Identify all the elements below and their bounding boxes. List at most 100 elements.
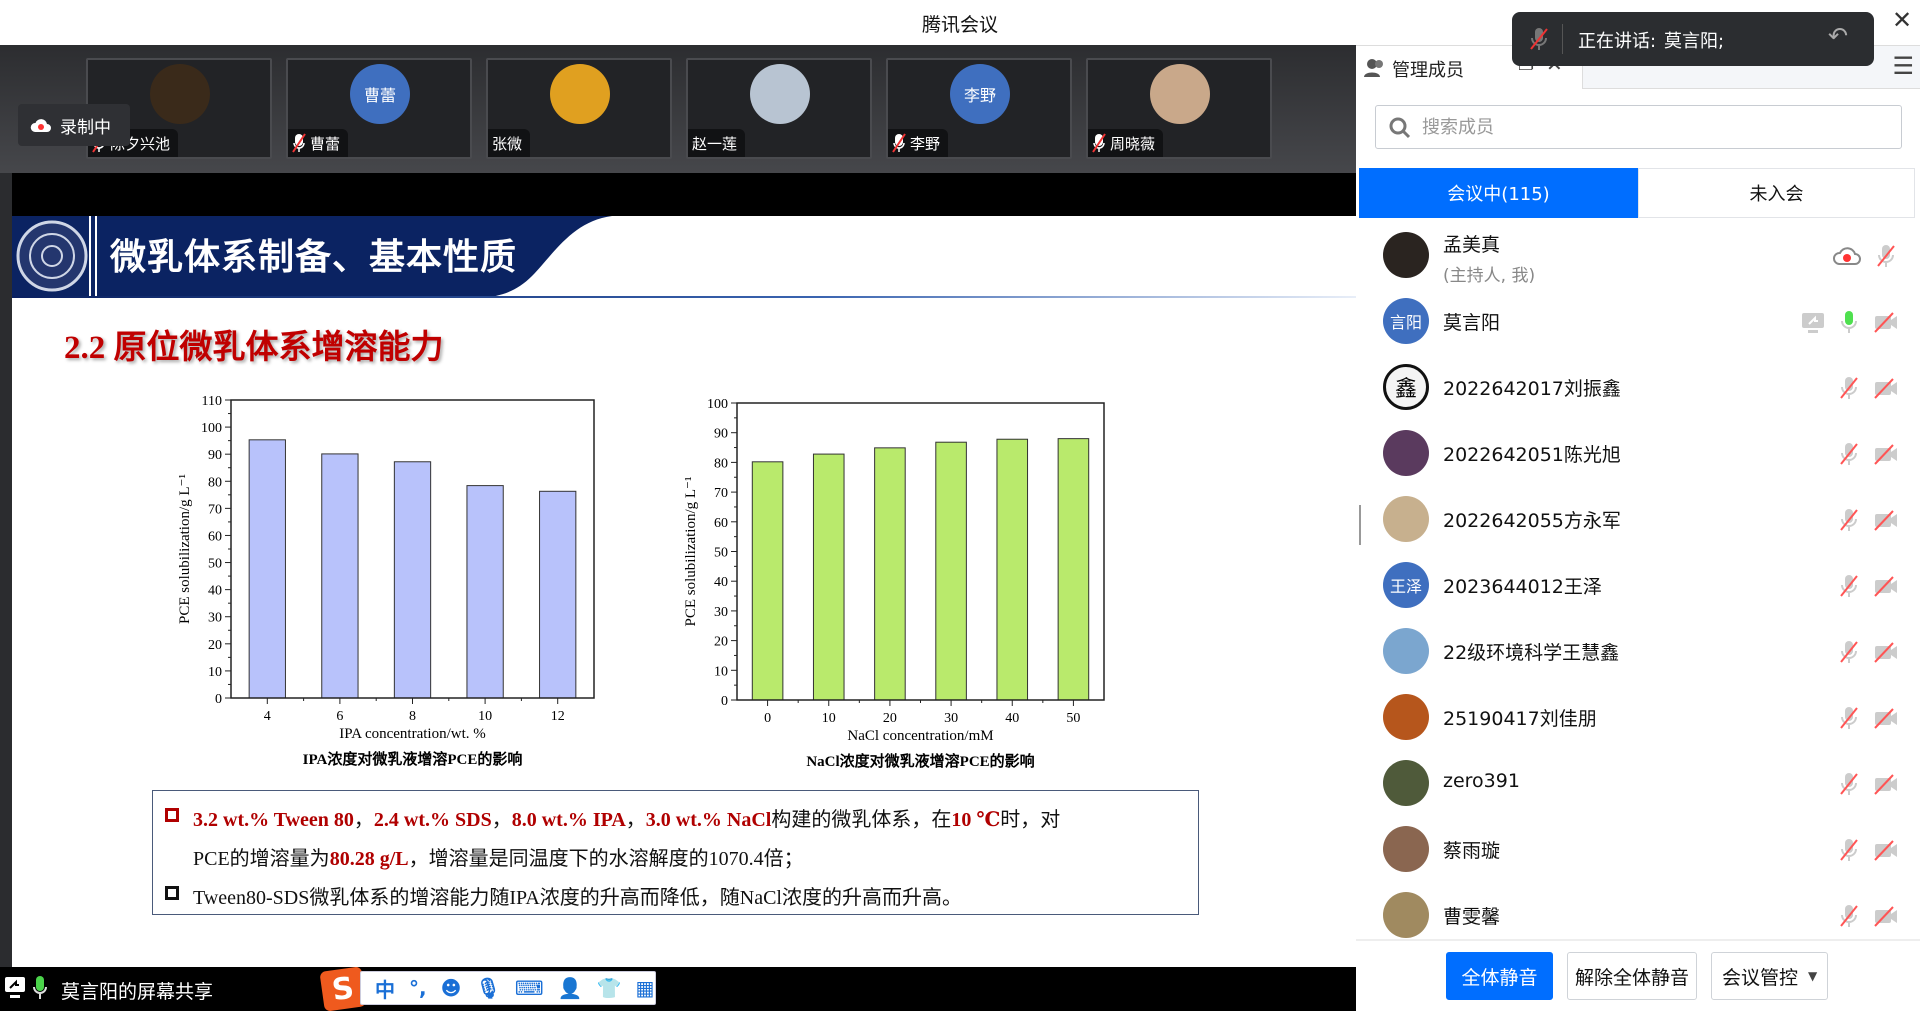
camera-off-icon[interactable]: [1873, 771, 1899, 797]
member-name: 2022642055方永军: [1443, 510, 1621, 532]
tab-not-joined[interactable]: 未入会: [1638, 168, 1915, 218]
mic-on-icon[interactable]: [1836, 309, 1862, 335]
member-row[interactable]: 王泽 2023644012王泽: [1356, 552, 1916, 618]
member-row[interactable]: 孟美真 (主持人, 我): [1356, 222, 1916, 288]
participant-name: 李野: [910, 134, 941, 153]
member-list: 孟美真 (主持人, 我) 言阳 莫言阳 鑫 2022642017刘振鑫 2022…: [1356, 222, 1920, 939]
mic-off-icon[interactable]: [1836, 837, 1862, 863]
apps-grid-icon[interactable]: ▦: [635, 976, 655, 1000]
member-name: 蔡雨璇: [1443, 840, 1501, 862]
member-row[interactable]: 2022642051陈光旭: [1356, 420, 1916, 486]
avatar: 言阳: [1383, 298, 1429, 344]
member-panel: 管理成员 ❐ ✕ ☰ 会议中(115) 未入会 孟美真 (主持人, 我) 言阳 …: [1356, 45, 1920, 1011]
bullet-square-icon: [165, 886, 179, 900]
video-tile[interactable]: 曹蕾 曹蕾: [286, 58, 472, 159]
avatar: 鑫: [1383, 364, 1429, 410]
unmute-all-button[interactable]: 解除全体静音: [1567, 952, 1697, 1000]
camera-off-icon[interactable]: [1873, 573, 1899, 599]
mic-off-icon[interactable]: [1836, 573, 1862, 599]
slide-subtitle: 2.2 原位微乳体系增溶能力: [64, 330, 444, 366]
recording-label: 录制中: [60, 117, 111, 138]
mute-all-button[interactable]: 全体静音: [1446, 952, 1553, 1000]
camera-off-icon[interactable]: [1873, 903, 1899, 929]
video-tile[interactable]: 周晓薇: [1086, 58, 1272, 159]
camera-off-icon[interactable]: [1873, 705, 1899, 731]
avatar: 李野: [950, 64, 1010, 124]
skin-shirt-icon[interactable]: 👕: [596, 976, 622, 1000]
window-close-button[interactable]: ✕: [1891, 6, 1913, 34]
member-name: 2023644012王泽: [1443, 576, 1602, 598]
keyboard-icon[interactable]: ⌨: [514, 976, 544, 1000]
avatar: 曹蕾: [350, 64, 410, 124]
member-name: 2022642017刘振鑫: [1443, 378, 1621, 400]
avatar: [750, 64, 810, 124]
collapse-icon[interactable]: ↶: [1828, 22, 1849, 50]
share-label: 莫言阳的屏幕共享: [61, 981, 214, 1003]
mic-off-icon[interactable]: [1836, 507, 1862, 533]
avatar: [1383, 232, 1429, 278]
recording-cloud-icon: [30, 119, 51, 132]
avatar: [1383, 892, 1429, 938]
screen-share-icon: [1802, 313, 1824, 333]
camera-off-icon[interactable]: [1873, 837, 1899, 863]
ime-punctuation[interactable]: °,: [409, 976, 427, 1000]
mic-off-icon[interactable]: [1836, 903, 1862, 929]
meeting-control-dropdown[interactable]: 会议管控 ▼: [1711, 952, 1828, 1000]
member-row[interactable]: 曹雯馨: [1356, 882, 1916, 939]
panel-resize-handle[interactable]: [1359, 505, 1361, 545]
avatar: [1383, 694, 1429, 740]
member-row[interactable]: 言阳 莫言阳: [1356, 288, 1916, 354]
user-icon[interactable]: 👤: [557, 976, 583, 1000]
tab-in-meeting[interactable]: 会议中(115): [1359, 168, 1638, 218]
voice-input-icon[interactable]: 🎙: [475, 976, 501, 1000]
meeting-control-label: 会议管控: [1722, 966, 1799, 989]
member-row[interactable]: 22级环境科学王慧鑫: [1356, 618, 1916, 684]
sogou-ime-toolbar[interactable]: S 中 °, ☻ 🎙 ⌨ 👤 👕 ▦: [318, 966, 658, 1012]
search-input[interactable]: [1422, 114, 1882, 140]
share-left-edge: [0, 173, 12, 967]
slide-header-banner: [12, 216, 1356, 298]
member-row[interactable]: zero391: [1356, 750, 1916, 816]
mic-off-icon[interactable]: [1836, 441, 1862, 467]
member-row[interactable]: 2022642055方永军: [1356, 486, 1916, 552]
avatar: [1383, 496, 1429, 542]
panel-tab[interactable]: 管理成员 ❐ ✕: [1356, 45, 1582, 89]
mic-on-icon: [33, 976, 47, 999]
member-role: (主持人, 我): [1443, 266, 1536, 286]
mic-off-icon[interactable]: [1836, 771, 1862, 797]
member-row[interactable]: 鑫 2022642017刘振鑫: [1356, 354, 1916, 420]
avatar: [1383, 628, 1429, 674]
camera-off-icon[interactable]: [1873, 639, 1899, 665]
member-name: 莫言阳: [1443, 312, 1501, 334]
mic-off-icon[interactable]: [1836, 639, 1862, 665]
member-row[interactable]: 25190417刘佳朋: [1356, 684, 1916, 750]
member-name: 孟美真: [1443, 234, 1501, 256]
mic-off-icon[interactable]: [1873, 243, 1899, 269]
slide-title: 微乳体系制备、基本性质: [110, 237, 518, 278]
emoji-icon[interactable]: ☻: [440, 976, 462, 1000]
recording-badge[interactable]: 录制中: [18, 104, 130, 146]
mic-off-icon: [1530, 28, 1548, 50]
member-name: 2022642051陈光旭: [1443, 444, 1621, 466]
app-title: 腾讯会议: [921, 14, 998, 36]
ime-chinese-mode[interactable]: 中: [375, 977, 395, 1002]
camera-off-icon[interactable]: [1873, 309, 1899, 335]
member-search[interactable]: [1375, 105, 1902, 149]
mic-off-icon[interactable]: [1836, 705, 1862, 731]
avatar: [1383, 430, 1429, 476]
mic-off-icon[interactable]: [1836, 375, 1862, 401]
camera-off-icon[interactable]: [1873, 375, 1899, 401]
avatar: [1383, 826, 1429, 872]
share-status-bar: [0, 967, 1356, 1011]
bullet-2: Tween80-SDS微乳体系的增溶能力随IPA浓度的升高而降低，随NaCl浓度…: [193, 887, 962, 909]
recording-cloud-icon[interactable]: [1832, 243, 1862, 269]
camera-off-icon[interactable]: [1873, 507, 1899, 533]
camera-off-icon[interactable]: [1873, 441, 1899, 467]
video-tile[interactable]: 张微: [486, 58, 672, 159]
member-row[interactable]: 蔡雨璇: [1356, 816, 1916, 882]
member-name: 曹雯馨: [1443, 906, 1501, 928]
video-tile[interactable]: 李野 李野: [886, 58, 1072, 159]
ime-buttons: 中 °, ☻ 🎙 ⌨ 👤 👕 ▦: [360, 971, 656, 1005]
video-tile[interactable]: 赵一莲: [686, 58, 872, 159]
menu-icon[interactable]: ☰: [1892, 52, 1914, 80]
